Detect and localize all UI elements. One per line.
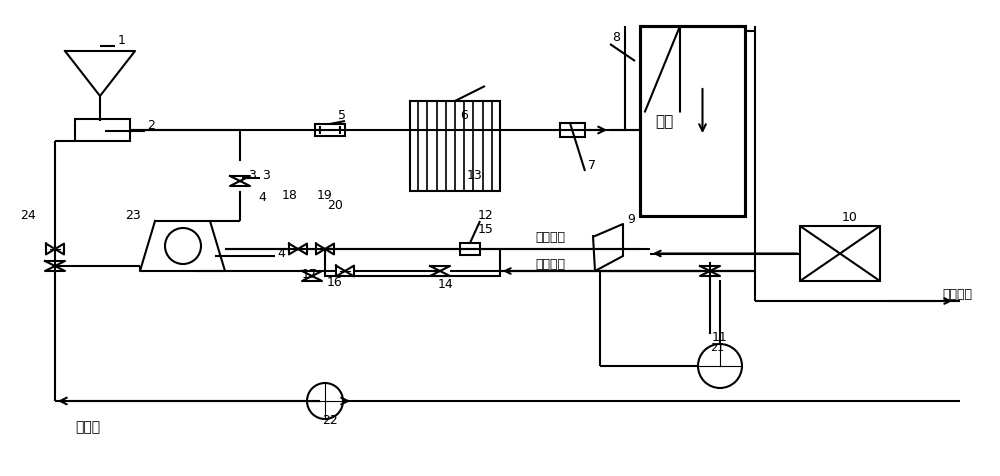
Text: 20: 20 (327, 199, 343, 212)
Text: 热一次风: 热一次风 (535, 231, 565, 244)
Text: 密封风: 密封风 (75, 420, 100, 434)
Text: 尾部烟气: 尾部烟气 (942, 288, 972, 301)
Text: 7: 7 (588, 159, 596, 172)
Text: 11: 11 (712, 331, 728, 344)
Text: 冷一次风: 冷一次风 (535, 258, 565, 271)
Bar (325, 249, 500, 276)
Text: 14: 14 (438, 278, 454, 291)
Text: 6: 6 (460, 109, 468, 122)
Text: 1: 1 (118, 34, 126, 47)
Text: 9: 9 (627, 213, 635, 226)
Bar (315, 124, 345, 136)
Text: 10: 10 (842, 211, 858, 224)
Text: 18: 18 (282, 189, 298, 202)
Text: 炉膛: 炉膛 (655, 114, 673, 129)
Text: 5: 5 (338, 109, 346, 122)
Text: 12: 12 (478, 209, 494, 222)
Text: 19: 19 (317, 189, 333, 202)
Text: 2: 2 (147, 119, 155, 132)
Text: 24: 24 (20, 209, 36, 222)
Text: 21: 21 (710, 343, 724, 353)
Text: 4: 4 (258, 191, 266, 204)
Text: 22: 22 (322, 414, 338, 427)
Text: 3: 3 (262, 169, 270, 182)
Bar (560, 123, 585, 137)
Text: 17: 17 (302, 268, 318, 281)
Text: 4: 4 (277, 247, 285, 260)
Bar (640, 26, 745, 216)
Text: 23: 23 (125, 209, 141, 222)
Text: 13: 13 (467, 169, 483, 182)
Bar (460, 243, 480, 255)
Text: 3: 3 (248, 169, 256, 182)
Bar (410, 101, 500, 191)
Text: 15: 15 (478, 223, 494, 236)
Text: 16: 16 (327, 276, 343, 289)
Bar (800, 226, 880, 281)
Text: 8: 8 (612, 31, 620, 44)
Bar (75, 119, 130, 141)
